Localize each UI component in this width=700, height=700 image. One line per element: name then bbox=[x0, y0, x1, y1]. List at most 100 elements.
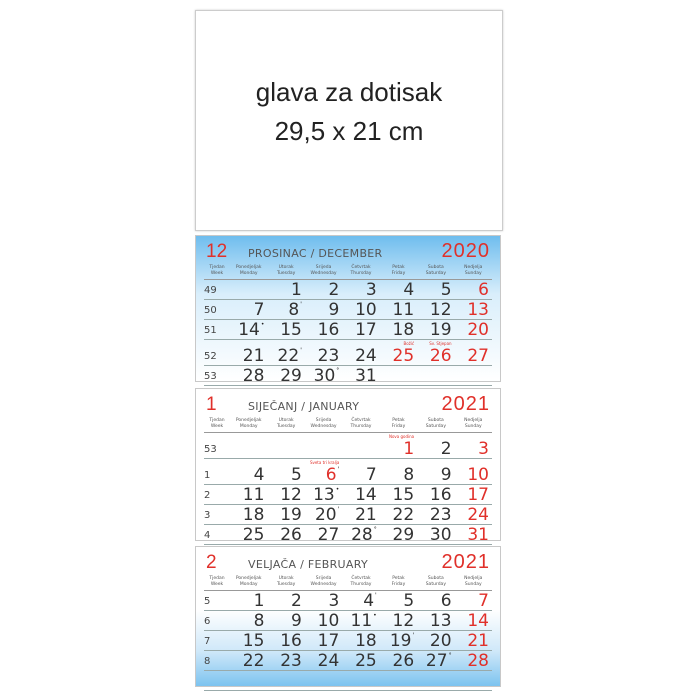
day-number: 21 bbox=[242, 346, 265, 366]
week-number: 50 bbox=[204, 305, 217, 316]
day-number: 6 bbox=[440, 591, 452, 611]
day-number-line: 21 bbox=[355, 506, 377, 524]
day-cell: 3 bbox=[455, 440, 492, 458]
day-number-line: 22 bbox=[393, 506, 415, 524]
day-number: 12 bbox=[429, 300, 452, 320]
day-number-line: 13 bbox=[467, 301, 489, 319]
day-name-english: Week bbox=[210, 271, 224, 276]
day-name: Ponedjeljak Monday bbox=[230, 418, 267, 432]
day-number-line: 8 ' bbox=[288, 301, 301, 319]
week-number: 7 bbox=[204, 636, 211, 647]
day-cell bbox=[417, 672, 454, 690]
day-number-line: 9 bbox=[328, 301, 339, 319]
week-row: 4 25 26 27 28 ° 29 30 31 bbox=[204, 525, 492, 545]
day-number-line: 22 bbox=[243, 652, 265, 670]
day-cell: 16 bbox=[417, 486, 454, 504]
day-number-line: 3 bbox=[328, 592, 339, 610]
day-number-line: 10 bbox=[355, 301, 377, 319]
day-number: 26 bbox=[280, 525, 302, 545]
week-number: 8 bbox=[204, 656, 211, 667]
day-cell: 10 bbox=[342, 301, 379, 319]
day-number-line: 9 bbox=[291, 612, 302, 630]
day-number-line: 10 bbox=[318, 612, 340, 630]
day-number-line: 12 bbox=[393, 612, 415, 630]
moon-phase-icon: ' bbox=[337, 506, 340, 513]
day-cell: 21 bbox=[455, 632, 492, 650]
day-number-line: 11 bbox=[243, 486, 265, 504]
moon-phase-icon: • bbox=[260, 321, 265, 328]
day-cell: 16 bbox=[305, 321, 342, 339]
day-number-line: 19 bbox=[430, 321, 452, 339]
day-number: 28 bbox=[351, 525, 373, 545]
day-number-line: 10 bbox=[467, 466, 489, 484]
moon-phase-icon: ' bbox=[375, 592, 377, 599]
day-number-line: 1 bbox=[291, 281, 302, 299]
day-cell: 28 bbox=[230, 367, 267, 385]
day-cell: 18 bbox=[342, 632, 379, 650]
day-name: Tjedan Week bbox=[204, 265, 230, 279]
day-name: Subota Saturday bbox=[417, 265, 454, 279]
day-name-english: Monday bbox=[239, 582, 258, 587]
day-cell: 10 bbox=[305, 612, 342, 630]
week-row bbox=[204, 671, 492, 691]
day-number: 3 bbox=[478, 439, 489, 459]
day-cell: 21 bbox=[342, 506, 379, 524]
week-row: 3 18 19 20 ' 21 22 23 24 bbox=[204, 505, 492, 525]
day-number-line: 26 bbox=[393, 652, 415, 670]
day-name-local: Četvrtak bbox=[351, 418, 371, 423]
day-number-line: 14 bbox=[467, 612, 489, 630]
day-number-line: 1 bbox=[254, 592, 265, 610]
day-number: 9 bbox=[328, 300, 340, 320]
day-name: Utorak Tuesday bbox=[267, 576, 304, 590]
day-number: 19 bbox=[280, 505, 302, 525]
day-number: 8 bbox=[253, 611, 265, 631]
day-number: 18 bbox=[392, 320, 415, 340]
day-name-english: Thursday bbox=[350, 424, 372, 429]
day-name-local: Tjedan bbox=[209, 265, 225, 270]
day-number: 13 bbox=[313, 485, 335, 505]
day-number: 11 bbox=[242, 485, 265, 505]
day-name-english: Week bbox=[210, 424, 224, 429]
month-number: 12 bbox=[206, 241, 228, 262]
day-cell bbox=[230, 440, 267, 458]
day-name-local: Tjedan bbox=[209, 576, 225, 581]
day-number-line: 17 bbox=[355, 321, 377, 339]
day-name-english: Saturday bbox=[425, 424, 446, 429]
week-row: 6 8 9 10 11 • 12 13 14 bbox=[204, 611, 492, 631]
day-number-line: 25 bbox=[355, 652, 377, 670]
day-cell: 22 ' bbox=[267, 347, 304, 365]
day-number: 18 bbox=[355, 631, 377, 651]
day-names-row: Tjedan Week Ponedjeljak Monday Utorak Tuesday… bbox=[204, 418, 492, 433]
day-number: 17 bbox=[317, 631, 340, 651]
holiday-label: Sv. Stjepan bbox=[429, 341, 452, 346]
day-number-line: 6 ' bbox=[326, 466, 339, 484]
day-cell: 3 bbox=[342, 281, 379, 299]
day-cell: 9 bbox=[267, 612, 304, 630]
day-name-english: Friday bbox=[391, 424, 406, 429]
day-cell: 23 bbox=[305, 347, 342, 365]
day-cell: 25 bbox=[342, 652, 379, 670]
day-number: 26 bbox=[429, 346, 452, 366]
day-number-line: 19 bbox=[280, 506, 302, 524]
day-number: 10 bbox=[467, 465, 489, 485]
day-name: Četvrtak Thursday bbox=[342, 265, 379, 279]
day-number: 27 bbox=[467, 346, 489, 366]
day-cell bbox=[455, 367, 492, 385]
day-cell: 11 bbox=[380, 301, 417, 319]
day-name-local: Nedjelja bbox=[464, 576, 483, 581]
day-cell bbox=[417, 367, 454, 385]
day-name-local: Subota bbox=[427, 265, 444, 270]
week-number: 6 bbox=[204, 616, 211, 627]
day-number-line: 23 bbox=[430, 506, 452, 524]
day-name-english: Saturday bbox=[425, 582, 446, 587]
day-cell: 10 bbox=[455, 466, 492, 484]
day-name-local: Srijeda bbox=[315, 576, 332, 581]
day-name: Utorak Tuesday bbox=[267, 418, 304, 432]
day-name: Srijeda Wednesday bbox=[305, 418, 342, 432]
day-number-line: 19 ' bbox=[390, 632, 414, 650]
day-name-english: Wednesday bbox=[310, 271, 337, 276]
day-number-line: 26 bbox=[430, 347, 452, 365]
day-cell bbox=[230, 281, 267, 299]
day-number-line: 30 bbox=[430, 526, 452, 544]
day-number-line: 17 bbox=[467, 486, 489, 504]
